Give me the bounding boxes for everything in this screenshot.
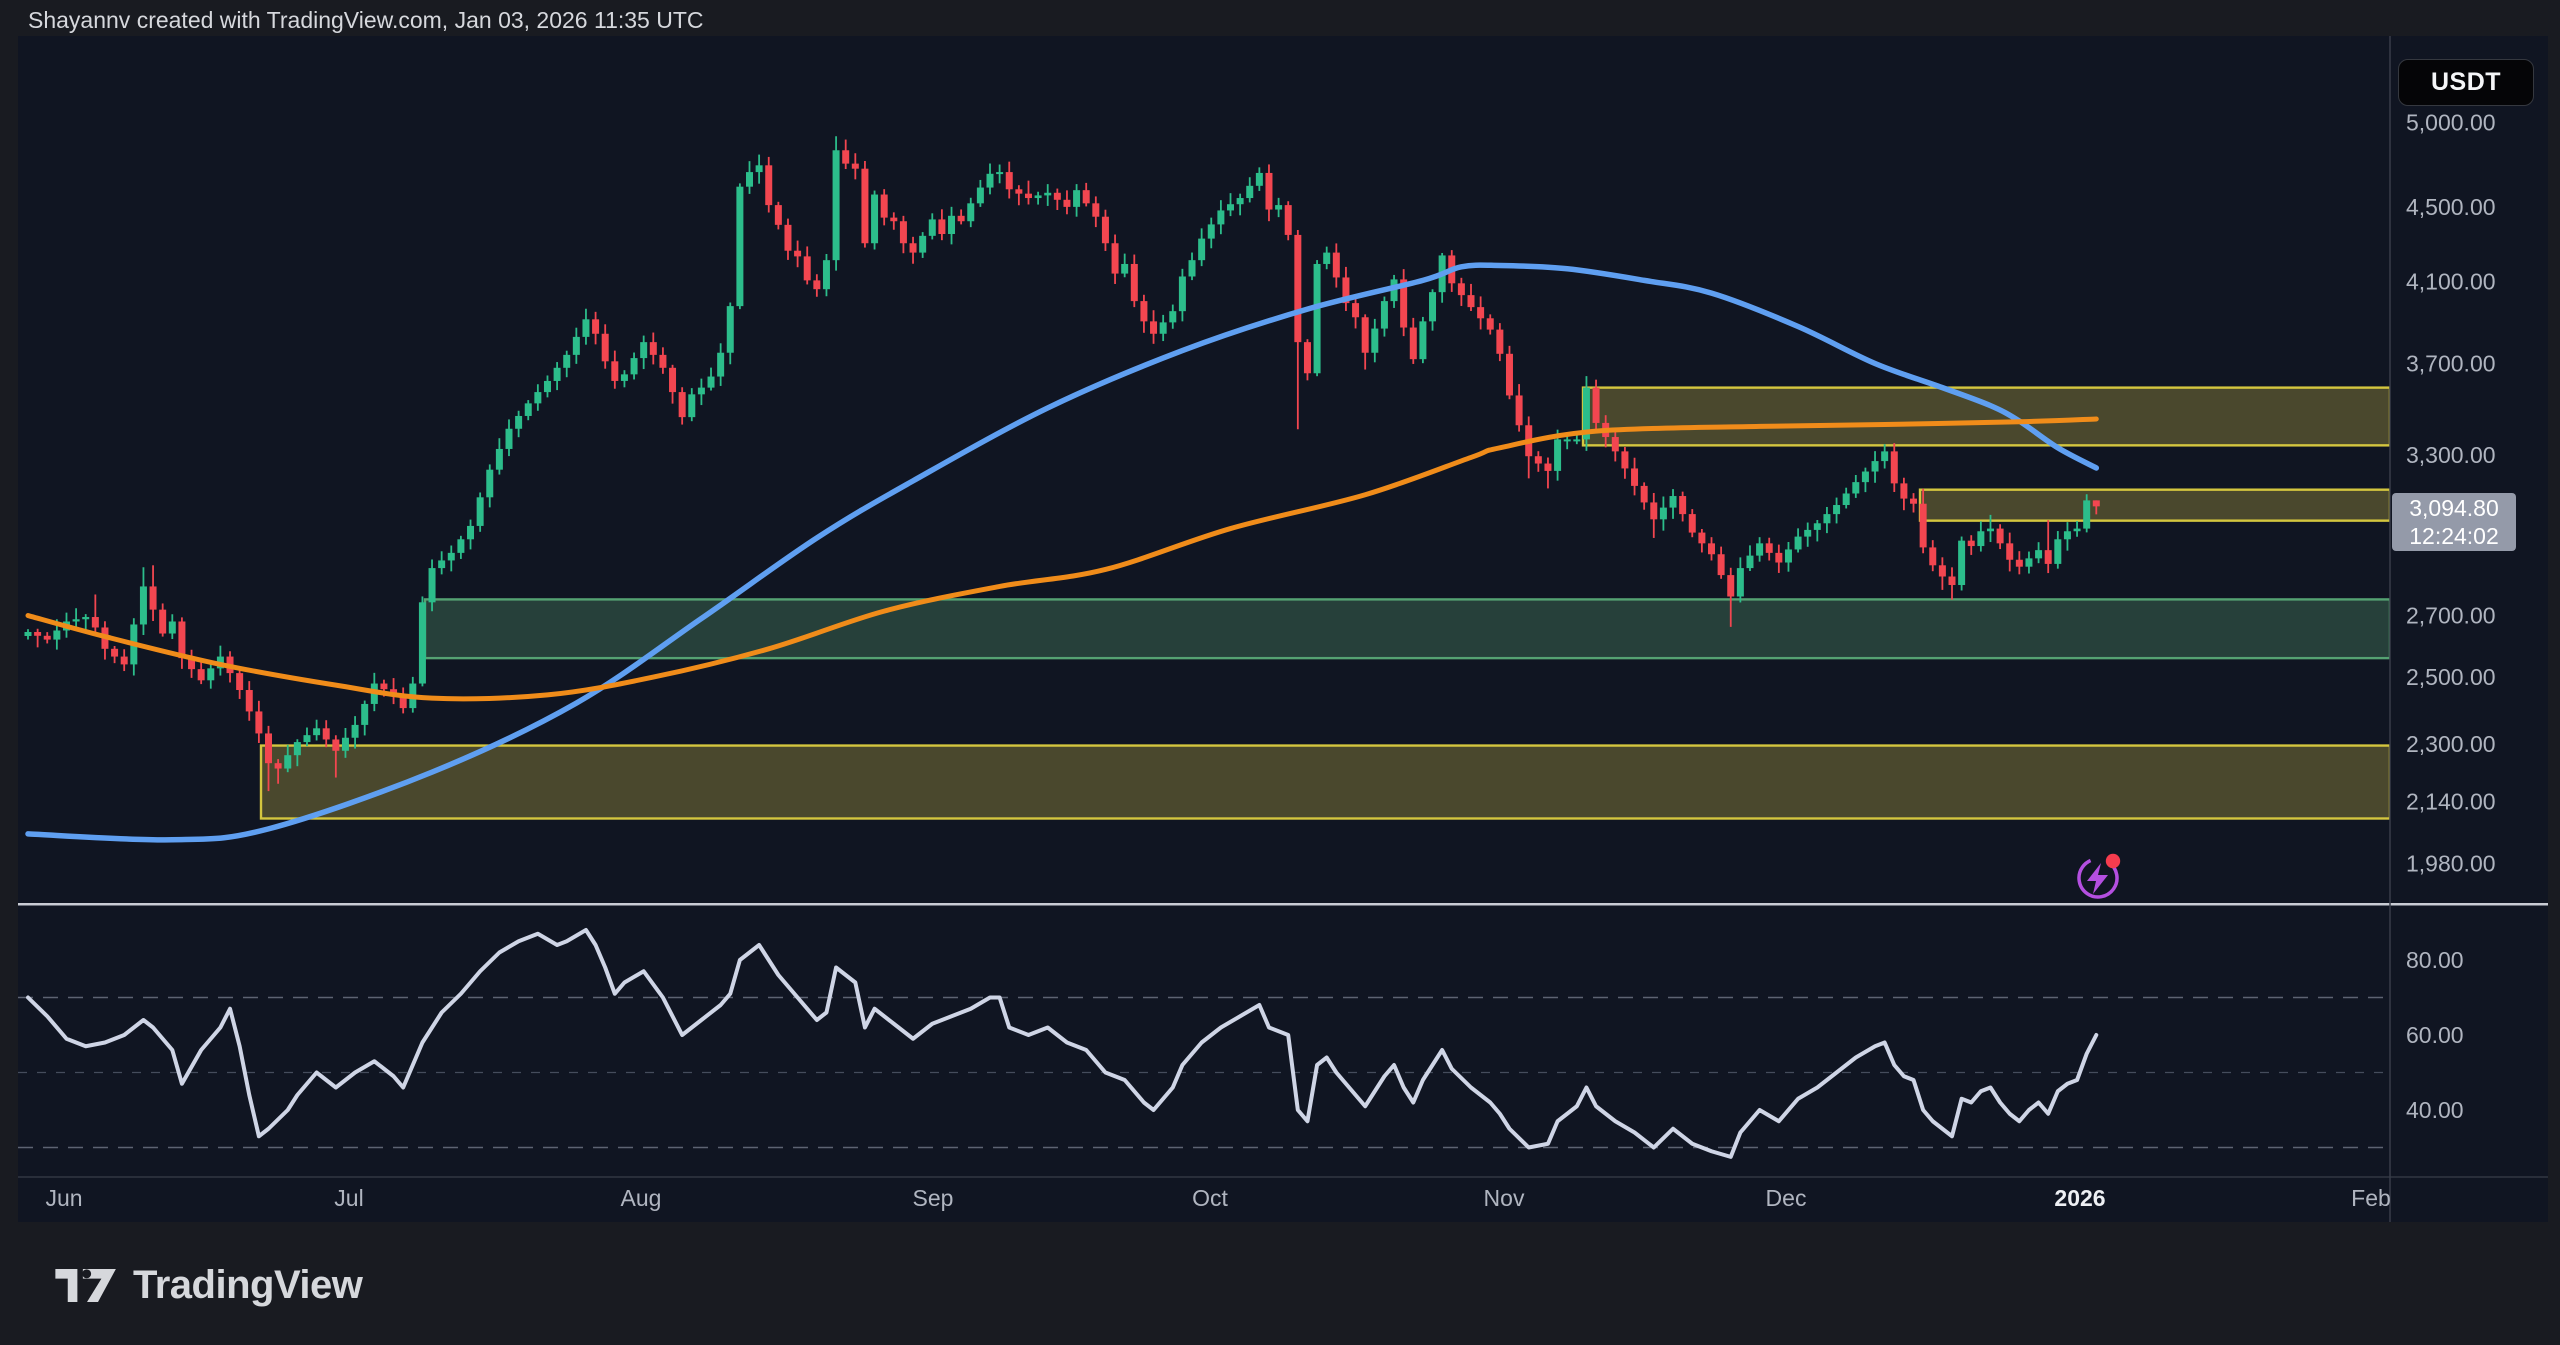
last-price-badge: 3,094.80 12:24:02 bbox=[2392, 493, 2516, 551]
price-tick-label: 5,000.00 bbox=[2406, 110, 2496, 136]
last-price-value: 3,094.80 bbox=[2409, 495, 2499, 521]
tradingview-logo-mark bbox=[55, 1269, 116, 1302]
price-tick-label: 3,300.00 bbox=[2406, 442, 2496, 468]
time-tick-label: Jun bbox=[45, 1185, 82, 1211]
time-tick-label: Feb bbox=[2351, 1185, 2391, 1211]
time-tick-label: Nov bbox=[1484, 1185, 1525, 1211]
bar-countdown: 12:24:02 bbox=[2409, 523, 2499, 549]
ma-line-blue bbox=[25, 262, 2100, 843]
price-tick-label: 2,500.00 bbox=[2406, 664, 2496, 690]
time-tick-label: Jul bbox=[334, 1185, 363, 1211]
rsi-tick-label: 40.00 bbox=[2406, 1097, 2464, 1123]
rsi-line bbox=[26, 928, 2099, 1159]
price-tick-label: 4,100.00 bbox=[2406, 268, 2496, 294]
pane-separator[interactable] bbox=[18, 903, 2548, 906]
moving-averages bbox=[25, 262, 2100, 843]
price-tick-label: 2,700.00 bbox=[2406, 603, 2496, 629]
candlestick-series bbox=[24, 136, 2100, 792]
time-tick-label: 2026 bbox=[2054, 1185, 2105, 1211]
time-tick-label: Oct bbox=[1192, 1185, 1228, 1211]
chart-attribution-title: Shayannv created with TradingView.com, J… bbox=[28, 7, 704, 33]
supply-demand-zones[interactable] bbox=[259, 386, 2390, 820]
price-axis[interactable]: 5,000.00 4,500.00 4,100.00 3,700.00 3,300.00… bbox=[2406, 110, 2496, 1123]
price-tick-label: 3,700.00 bbox=[2406, 350, 2496, 376]
price-tick-label: 2,140.00 bbox=[2406, 788, 2496, 814]
demand-zone-green[interactable] bbox=[423, 598, 2390, 660]
time-tick-label: Aug bbox=[621, 1185, 662, 1211]
rsi-pane bbox=[18, 928, 2390, 1159]
price-tick-label: 2,300.00 bbox=[2406, 731, 2496, 757]
supply-zone-upper[interactable] bbox=[1581, 386, 2390, 447]
notification-dot-icon bbox=[2105, 853, 2121, 869]
tradingview-watermark[interactable]: TradingView bbox=[54, 1263, 363, 1308]
flash-ideas-icon bbox=[2077, 853, 2121, 899]
rsi-tick-label: 80.00 bbox=[2406, 947, 2464, 973]
price-tick-label: 4,500.00 bbox=[2406, 194, 2496, 220]
tradingview-logo-text: TradingView bbox=[133, 1263, 363, 1307]
time-tick-label: Sep bbox=[913, 1185, 954, 1211]
demand-zone-lower[interactable] bbox=[259, 744, 2390, 820]
time-tick-label: Dec bbox=[1766, 1185, 1807, 1211]
price-tick-label: 1,980.00 bbox=[2406, 851, 2496, 877]
chart-background bbox=[18, 36, 2548, 1222]
ma-line-orange bbox=[25, 416, 2099, 702]
time-axis[interactable]: Jun Jul Aug Sep Oct Nov Dec 2026 Feb bbox=[45, 1185, 2390, 1211]
rsi-tick-label: 60.00 bbox=[2406, 1022, 2464, 1048]
quote-currency-badge[interactable]: USDT bbox=[2398, 59, 2534, 106]
